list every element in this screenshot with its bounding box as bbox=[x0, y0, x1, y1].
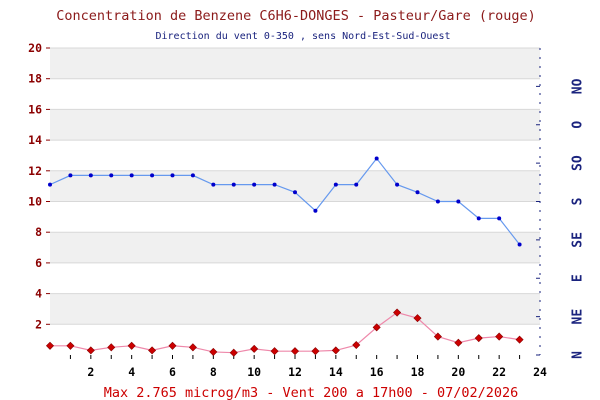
data-point bbox=[456, 199, 461, 204]
direction-label: E bbox=[571, 274, 586, 282]
direction-label: NE bbox=[571, 309, 586, 325]
x-tick-label: 22 bbox=[492, 365, 506, 379]
data-point bbox=[293, 190, 297, 195]
y-tick-label: 18 bbox=[28, 72, 42, 86]
data-point bbox=[252, 182, 257, 187]
data-point bbox=[497, 216, 502, 221]
x-tick-label: 6 bbox=[169, 365, 176, 379]
direction-label: SO bbox=[571, 155, 586, 171]
series-layer bbox=[45, 156, 524, 357]
y-tick-label: 12 bbox=[28, 164, 42, 178]
grid-band bbox=[50, 232, 540, 263]
data-point bbox=[168, 341, 177, 350]
data-point bbox=[250, 344, 259, 353]
x-tick-label: 10 bbox=[247, 365, 261, 379]
x-tick-label: 8 bbox=[210, 365, 217, 379]
data-point bbox=[374, 156, 379, 161]
y-tick-label: 16 bbox=[28, 102, 42, 116]
x-tick-label: 18 bbox=[411, 365, 425, 379]
direction-label: SE bbox=[571, 232, 586, 248]
y-tick-label: 6 bbox=[35, 256, 42, 270]
data-point bbox=[372, 323, 381, 332]
data-point bbox=[354, 182, 359, 187]
data-point bbox=[454, 338, 463, 347]
data-point bbox=[150, 173, 155, 178]
series-1 bbox=[48, 156, 522, 247]
data-point bbox=[66, 341, 75, 350]
y-tick-label: 10 bbox=[28, 195, 42, 209]
data-point bbox=[148, 346, 157, 355]
y-tick-label: 20 bbox=[28, 41, 42, 55]
data-point bbox=[109, 173, 114, 178]
grid-band bbox=[50, 109, 540, 141]
axis-ticks bbox=[46, 47, 541, 359]
data-point bbox=[107, 343, 116, 352]
data-point bbox=[231, 182, 236, 187]
grid-band bbox=[50, 293, 540, 325]
data-point bbox=[515, 335, 524, 344]
y-tick-label: 2 bbox=[35, 317, 42, 331]
data-point bbox=[352, 340, 361, 350]
x-tick-label: 24 bbox=[533, 365, 547, 379]
data-point bbox=[272, 182, 277, 187]
data-point bbox=[476, 216, 481, 221]
data-point bbox=[211, 182, 216, 187]
data-point bbox=[88, 173, 93, 178]
chart-footer: Max 2.765 microg/m3 - Vent 200 a 17h00 -… bbox=[104, 385, 519, 400]
data-point bbox=[209, 347, 218, 356]
data-point bbox=[170, 173, 175, 178]
data-point bbox=[474, 334, 483, 343]
data-point bbox=[331, 346, 340, 355]
chart-subtitle: Direction du vent 0-350 , sens Nord-Est-… bbox=[155, 31, 450, 42]
data-point bbox=[311, 347, 320, 356]
x-tick-label: 4 bbox=[128, 365, 135, 379]
grid-band bbox=[50, 48, 540, 79]
data-point bbox=[48, 182, 52, 187]
data-point bbox=[86, 346, 95, 355]
data-point bbox=[129, 173, 134, 178]
direction-label: NO bbox=[571, 78, 586, 94]
data-point bbox=[290, 347, 300, 356]
data-point bbox=[45, 341, 55, 350]
data-point bbox=[393, 308, 402, 317]
data-point bbox=[190, 173, 195, 178]
data-point bbox=[413, 314, 422, 323]
data-point bbox=[188, 343, 197, 352]
y-tick-label: 14 bbox=[28, 133, 42, 147]
x-tick-label: 12 bbox=[288, 365, 302, 379]
x-tick-label: 16 bbox=[370, 365, 384, 379]
chart-title: Concentration de Benzene C6H6-DONGES - P… bbox=[56, 8, 536, 24]
y-tick-label: 8 bbox=[35, 225, 42, 239]
data-point bbox=[270, 347, 279, 356]
y-tick-label: 4 bbox=[35, 287, 42, 301]
data-point bbox=[229, 348, 238, 357]
data-point bbox=[433, 332, 442, 341]
data-point bbox=[395, 182, 400, 187]
series-line bbox=[49, 157, 521, 245]
data-point bbox=[435, 199, 440, 204]
x-tick-label: 14 bbox=[329, 365, 343, 379]
data-point bbox=[127, 341, 136, 350]
data-point bbox=[415, 190, 420, 195]
x-tick-label: 2 bbox=[87, 365, 94, 379]
direction-label: S bbox=[571, 197, 586, 205]
data-point bbox=[495, 332, 504, 341]
x-tick-label: 20 bbox=[451, 365, 465, 379]
direction-label: O bbox=[571, 121, 586, 129]
grid-bands bbox=[50, 47, 540, 355]
data-point bbox=[313, 208, 318, 213]
data-point bbox=[333, 182, 338, 187]
data-point bbox=[517, 242, 522, 247]
data-point bbox=[68, 173, 73, 178]
direction-label: N bbox=[571, 351, 586, 359]
series-2 bbox=[45, 308, 524, 357]
